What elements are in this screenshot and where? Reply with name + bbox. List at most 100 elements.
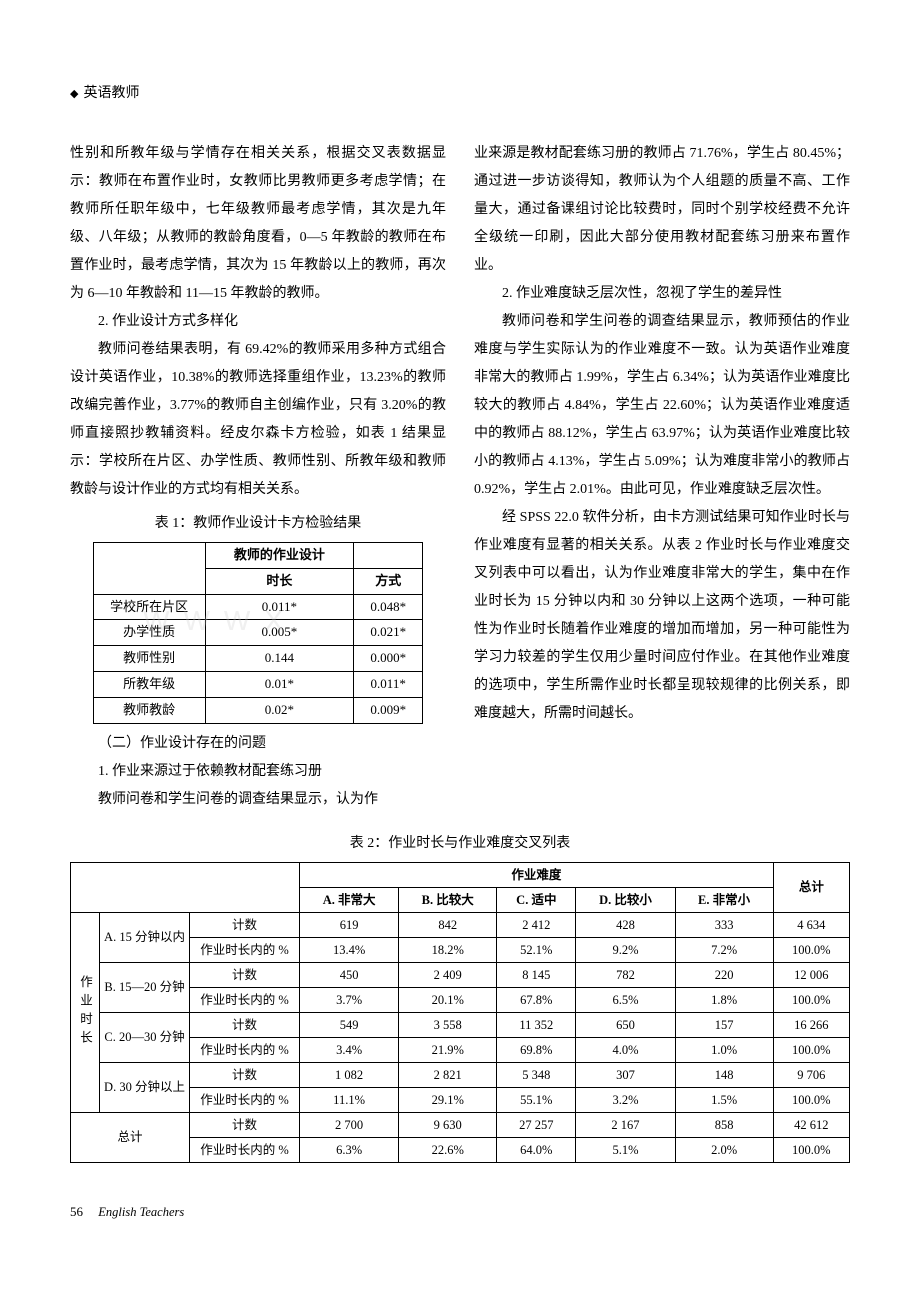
table2-cell: 842 [399,912,497,937]
header-title: 英语教师 [83,80,139,108]
table2-cell: 1.0% [675,1037,773,1062]
table2-cell: 619 [300,912,399,937]
table2-cell: 450 [300,962,399,987]
table1-cell: 0.000* [353,646,422,672]
table2-cell: 333 [675,912,773,937]
table2-cell: 20.1% [399,987,497,1012]
table-row: C. 20—30 分钟 计数 549 3 558 11 352 650 157 … [71,1012,850,1037]
table2-cell: 9.2% [576,937,675,962]
table2-cell: 52.1% [497,937,576,962]
table-row: 所教年级 0.01* 0.011* [93,671,423,697]
table2-cell: 307 [576,1062,675,1087]
table2-cell: 27 257 [497,1112,576,1137]
section-heading: （二）作业设计存在的问题 [70,730,446,758]
table1-row-hdr: 教师教龄 [93,697,205,723]
publication-name: English Teachers [98,1205,184,1219]
table2-time-label: C. 20—30 分钟 [100,1012,190,1062]
table2-cell: 220 [675,962,773,987]
table2-cell: 1.5% [675,1087,773,1112]
table1: 教师的作业设计 时长 方式 学校所在片区 0.011* 0.048* 办学性质 … [93,542,424,724]
table2-cell: 64.0% [497,1137,576,1162]
page-header: ◆ 英语教师 [70,80,850,108]
table2-cell: 8 145 [497,962,576,987]
table2-col-hdr: A. 非常大 [300,887,399,912]
table2-cell: 6.5% [576,987,675,1012]
table1-caption: 表 1：教师作业设计卡方检验结果 [70,510,446,538]
table2-cell: 69.8% [497,1037,576,1062]
table2-cell: 858 [675,1112,773,1137]
table1-col-hdr: 时长 [205,568,353,594]
table2-cell: 22.6% [399,1137,497,1162]
table2-cell: 11 352 [497,1012,576,1037]
table1-cell: 0.048* [353,594,422,620]
table2-stat-label: 作业时长内的 % [190,1037,300,1062]
table1-cell: 0.009* [353,697,422,723]
table1-cell: 0.02* [205,697,353,723]
table-row: 作业时长 A. 15 分钟以内 计数 619 842 2 412 428 333… [71,912,850,937]
table2-cell: 6.3% [300,1137,399,1162]
table2-cell: 1.8% [675,987,773,1012]
body-paragraph: 经 SPSS 22.0 软件分析，由卡方测试结果可知作业时长与作业难度有显著的相… [474,504,850,728]
table2-stat-label: 作业时长内的 % [190,937,300,962]
header-diamond-icon: ◆ [70,83,78,105]
left-column: 性别和所教年级与学情存在相关关系，根据交叉表数据显示：教师在布置作业时，女教师比… [70,140,446,814]
page-number: 56 [70,1204,83,1219]
body-paragraph: 业来源是教材配套练习册的教师占 71.76%，学生占 80.45%；通过进一步访… [474,140,850,280]
table1-row-hdr: 办学性质 [93,620,205,646]
table2-cell: 2.0% [675,1137,773,1162]
table2-time-label: A. 15 分钟以内 [100,912,190,962]
table1-cell: 0.021* [353,620,422,646]
table2-cell: 100.0% [773,937,849,962]
table2-caption: 表 2：作业时长与作业难度交叉列表 [70,830,850,858]
table2-col-hdr: D. 比较小 [576,887,675,912]
table-row: 学校所在片区 0.011* 0.048* [93,594,423,620]
table2-cell: 1 082 [300,1062,399,1087]
table2-cell: 3.4% [300,1037,399,1062]
table2-stat-label: 计数 [190,912,300,937]
table1-blank-hdr [93,543,205,595]
table2-stat-label: 作业时长内的 % [190,1137,300,1162]
section-heading: 2. 作业设计方式多样化 [70,308,446,336]
table2-cell: 11.1% [300,1087,399,1112]
table2-total-label: 总计 [71,1112,190,1162]
section-heading: 1. 作业来源过于依赖教材配套练习册 [70,758,446,786]
table2-cell: 157 [675,1012,773,1037]
table1-cell: 0.011* [205,594,353,620]
table2-cell: 55.1% [497,1087,576,1112]
table2-col-hdr: B. 比较大 [399,887,497,912]
table2-cell: 100.0% [773,1137,849,1162]
body-paragraph: 教师问卷和学生问卷的调查结果显示，教师预估的作业难度与学生实际认为的作业难度不一… [474,308,850,504]
table1-row-hdr: 学校所在片区 [93,594,205,620]
table2-stat-label: 计数 [190,962,300,987]
table1-cell: 0.005* [205,620,353,646]
body-paragraph: 性别和所教年级与学情存在相关关系，根据交叉表数据显示：教师在布置作业时，女教师比… [70,140,446,308]
table-row: B. 15—20 分钟 计数 450 2 409 8 145 782 220 1… [71,962,850,987]
table2-cell: 18.2% [399,937,497,962]
table2-cell: 42 612 [773,1112,849,1137]
table2-cell: 5.1% [576,1137,675,1162]
table2-cell: 3.7% [300,987,399,1012]
table2-cell: 7.2% [675,937,773,962]
table2-col-hdr: C. 适中 [497,887,576,912]
table2-cell: 21.9% [399,1037,497,1062]
table2-stat-label: 计数 [190,1062,300,1087]
table-row: 办学性质 0.005* 0.021* [93,620,423,646]
table2-cell: 2 412 [497,912,576,937]
table-row: 教师教龄 0.02* 0.009* [93,697,423,723]
table1-row-hdr: 所教年级 [93,671,205,697]
table2-vertical-label: 作业时长 [71,912,100,1112]
table2-cell: 2 409 [399,962,497,987]
table2-cell: 9 706 [773,1062,849,1087]
table1-col-hdr: 方式 [353,568,422,594]
table2-cell: 2 821 [399,1062,497,1087]
right-column: 业来源是教材配套练习册的教师占 71.76%，学生占 80.45%；通过进一步访… [474,140,850,814]
table2-time-label: B. 15—20 分钟 [100,962,190,1012]
table2-stat-label: 计数 [190,1112,300,1137]
table2-cell: 12 006 [773,962,849,987]
table2-col-hdr: E. 非常小 [675,887,773,912]
table2-stat-label: 作业时长内的 % [190,1087,300,1112]
table2: 作业难度 总计 A. 非常大 B. 比较大 C. 适中 D. 比较小 E. 非常… [70,862,850,1163]
table2-cell: 4.0% [576,1037,675,1062]
table2-cell: 428 [576,912,675,937]
body-paragraph: 教师问卷结果表明，有 69.42%的教师采用多种方式组合设计英语作业，10.38… [70,336,446,504]
